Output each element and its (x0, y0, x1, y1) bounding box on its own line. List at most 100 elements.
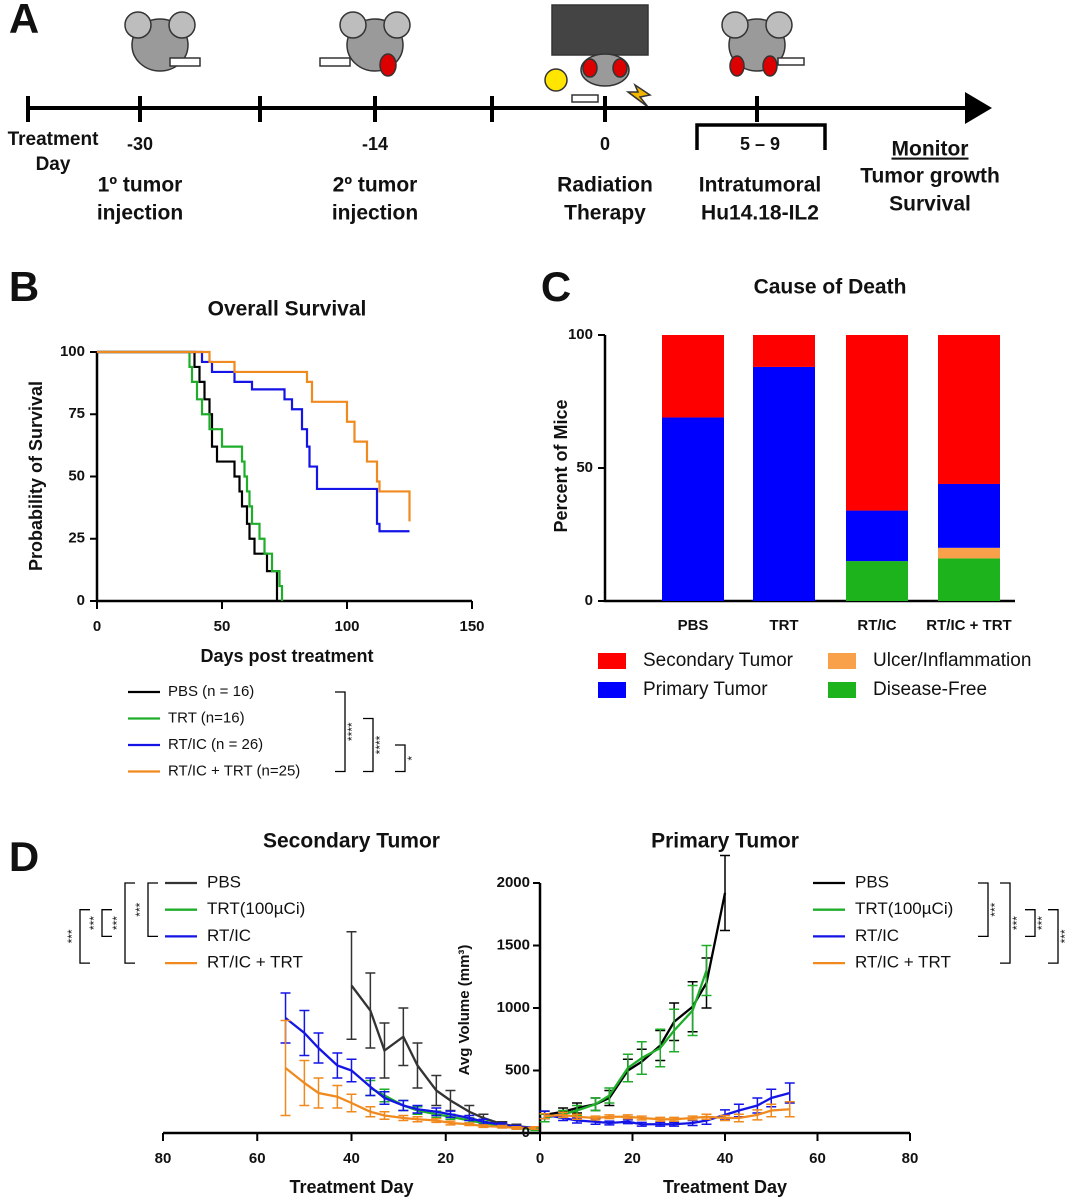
event-label: Intratumoral (699, 174, 822, 197)
legend-label: RT/IC (207, 926, 251, 945)
event-label: Therapy (564, 202, 646, 225)
comparison-bracket (79, 909, 90, 964)
legend-label: RT/IC + TRT (855, 953, 951, 972)
x-tick-label: 60 (249, 1150, 266, 1167)
x-axis-label: Treatment Day (663, 1177, 787, 1197)
event-label: 2º tumor (333, 174, 418, 197)
monitor-line: Survival (889, 193, 971, 216)
error-bar (539, 1112, 550, 1120)
mouse-icon (124, 4, 805, 108)
significance-label: **** (373, 735, 387, 754)
panel-letter: B (9, 263, 39, 310)
event-day: 5 – 9 (740, 134, 780, 154)
legend-label: TRT(100µCi) (207, 899, 305, 918)
x-tick-label: 0 (536, 1150, 544, 1167)
legend-label: TRT(100µCi) (855, 899, 953, 918)
event-label: Radiation (557, 174, 653, 197)
x-tick-label: TRT (769, 617, 798, 634)
comparison-bracket (124, 882, 135, 964)
legend-label: RT/IC (n = 26) (168, 736, 263, 753)
x-tick-label: 50 (214, 618, 231, 635)
y-tick-label: 100 (60, 343, 85, 360)
x-tick-label: 150 (459, 618, 484, 635)
y-tick-label: 50 (576, 459, 593, 476)
y-axis-label: Percent of Mice (551, 399, 571, 532)
significance-label: *** (1035, 916, 1049, 930)
x-tick-label: 20 (624, 1150, 641, 1167)
chart-title: Cause of Death (754, 276, 907, 299)
comparison-bracket (101, 909, 112, 938)
legend-label: PBS (207, 872, 241, 891)
event-label: injection (97, 202, 183, 225)
legend-label: RT/IC (855, 926, 899, 945)
panel-letter: D (9, 833, 39, 880)
chart-title: Overall Survival (208, 298, 367, 321)
significance-label: *** (87, 916, 101, 930)
growth-line (284, 1017, 536, 1130)
monitor-heading: Monitor (892, 138, 969, 161)
comparison-bracket (395, 744, 406, 773)
survival-curve (97, 350, 410, 533)
bar-segment (938, 335, 1000, 484)
legend-swatch (828, 653, 856, 669)
growth-line (544, 892, 727, 1117)
y-tick-label: 1000 (497, 999, 530, 1016)
event-day: -14 (362, 134, 388, 154)
significance-label: *** (1058, 929, 1072, 943)
x-axis-label: Days post treatment (200, 646, 373, 666)
significance-label: * (405, 756, 419, 761)
x-tick-label: PBS (678, 617, 709, 634)
bar-segment (938, 547, 1000, 559)
significance-label: *** (1010, 916, 1024, 930)
bar-segment (846, 335, 908, 511)
growth-line (284, 1067, 536, 1130)
y-axis-label: Probability of Survival (26, 381, 46, 571)
start-label: Day (36, 154, 71, 175)
y-tick-label: 0 (77, 592, 85, 609)
event-label: 1º tumor (98, 174, 183, 197)
start-label: Treatment (8, 129, 99, 150)
significance-label: *** (988, 902, 1002, 916)
legend-label: PBS (855, 872, 889, 891)
y-tick-label: 25 (68, 530, 85, 547)
growth-line (544, 970, 708, 1120)
y-axis-label: Avg Volume (mm³) (456, 945, 473, 1076)
bar-segment (846, 510, 908, 562)
comparison-bracket (978, 882, 989, 938)
bar-segment (938, 483, 1000, 548)
legend-label: TRT (n=16) (168, 709, 245, 726)
treatment-bracket (695, 123, 827, 150)
significance-label: *** (110, 916, 124, 930)
x-tick-label: 100 (334, 618, 359, 635)
legend-label: Disease-Free (873, 679, 987, 700)
panel-letter: C (541, 263, 571, 310)
bar-segment (753, 366, 815, 601)
legend-label: Ulcer/Inflammation (873, 650, 1031, 671)
x-tick-label: RT/IC (857, 617, 896, 634)
bar-segment (846, 561, 908, 601)
x-axis-label: Treatment Day (289, 1177, 413, 1197)
legend-label: Primary Tumor (643, 679, 768, 700)
x-tick-label: 40 (717, 1150, 734, 1167)
x-tick-label: 80 (155, 1150, 172, 1167)
legend-label: RT/IC + TRT (n=25) (168, 762, 300, 779)
legend-swatch (598, 653, 626, 669)
y-tick-label: 0 (522, 1124, 530, 1141)
chart-title: Primary Tumor (651, 830, 799, 853)
comparison-bracket (363, 717, 374, 773)
event-day: -30 (127, 134, 153, 154)
y-tick-label: 75 (68, 405, 85, 422)
comparison-bracket (335, 691, 346, 773)
y-tick-label: 1500 (497, 936, 530, 953)
x-tick-label: 40 (343, 1150, 360, 1167)
significance-label: *** (133, 902, 147, 916)
x-tick-label: RT/IC + TRT (926, 617, 1011, 634)
event-label: injection (332, 202, 418, 225)
significance-label: **** (345, 722, 359, 741)
y-tick-label: 100 (568, 326, 593, 343)
legend-label: Secondary Tumor (643, 650, 794, 671)
comparison-bracket (147, 882, 158, 938)
bar-segment (662, 335, 724, 418)
